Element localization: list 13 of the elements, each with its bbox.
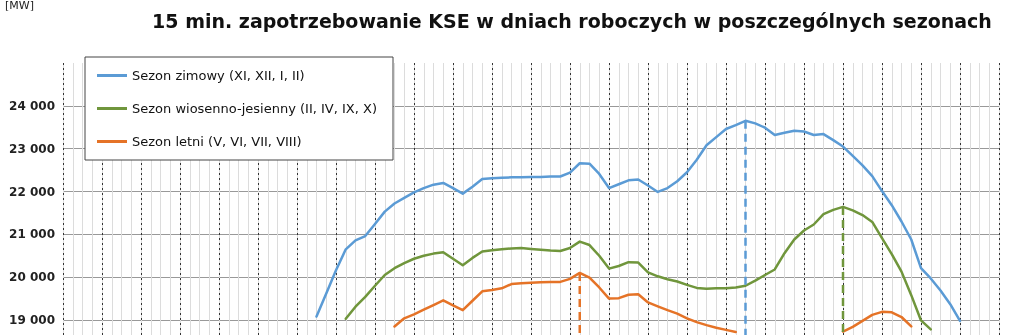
chart-title: 15 min. zapotrzebowanie KSE w dniach roboczych w poszczególnych sezonach [152,9,992,32]
y-tick-label: 22 000 [9,184,55,199]
y-tick-label: 23 000 [9,141,55,156]
line-series [315,119,962,323]
y-tick-label: 20 000 [9,270,55,285]
legend-label: Sezon zimowy (XI, XII, I, II) [132,68,305,83]
y-axis-title: [MW] [5,0,34,12]
line-series [344,205,932,331]
y-tick-label: 19 000 [9,313,55,328]
y-tick-label: 21 000 [9,227,55,242]
y-tick-label: 24 000 [9,98,55,113]
legend-label: Sezon wiosenno-jesienny (II, IV, IX, X) [132,101,378,116]
legend-label: Sezon letni (V, VI, VII, VIII) [132,134,302,149]
